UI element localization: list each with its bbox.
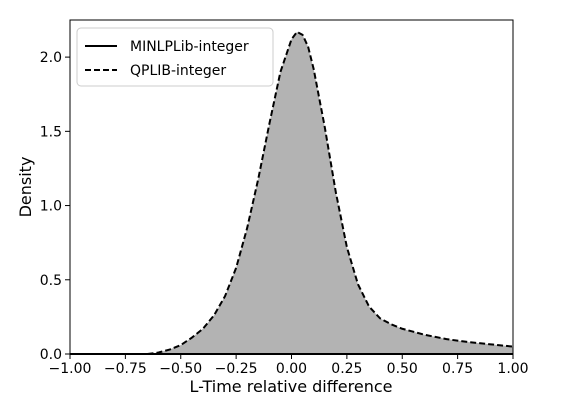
y-tick-label: 1.0: [40, 199, 62, 215]
x-tick-label: 0.25: [331, 361, 362, 377]
x-tick-label: 1.00: [497, 361, 528, 377]
y-tick-label: 0.0: [40, 347, 62, 363]
x-axis-title: L-Time relative difference: [190, 377, 393, 396]
y-tick-label: 1.5: [40, 124, 62, 140]
x-tick-label: 0.75: [442, 361, 473, 377]
x-tick-label: 0.00: [276, 361, 307, 377]
x-axis: −1.00 −0.75 −0.50 −0.25 0.00 0.25 0.50 0.75 1.00: [49, 354, 529, 377]
y-tick-label: 2.0: [40, 50, 62, 66]
y-axis-title: Density: [16, 157, 35, 218]
legend-label-minlplib: MINLPLib-integer: [130, 39, 249, 55]
legend-box: [76, 27, 274, 87]
x-tick-label: 0.50: [387, 361, 418, 377]
x-tick-label: −1.00: [49, 361, 92, 377]
density-area-fill: [147, 31, 513, 355]
x-tick-label: −0.50: [159, 361, 202, 377]
y-axis: 0.0 0.5 1.0 1.5 2.0: [40, 50, 70, 363]
legend-label-qplib: QPLIB-integer: [130, 63, 226, 79]
legend: MINLPLib-integer QPLIB-integer: [76, 27, 274, 87]
x-tick-label: −0.25: [215, 361, 258, 377]
series-line-qplib: [147, 30, 514, 355]
x-tick-label: −0.75: [104, 361, 147, 377]
y-tick-label: 0.5: [40, 273, 62, 289]
